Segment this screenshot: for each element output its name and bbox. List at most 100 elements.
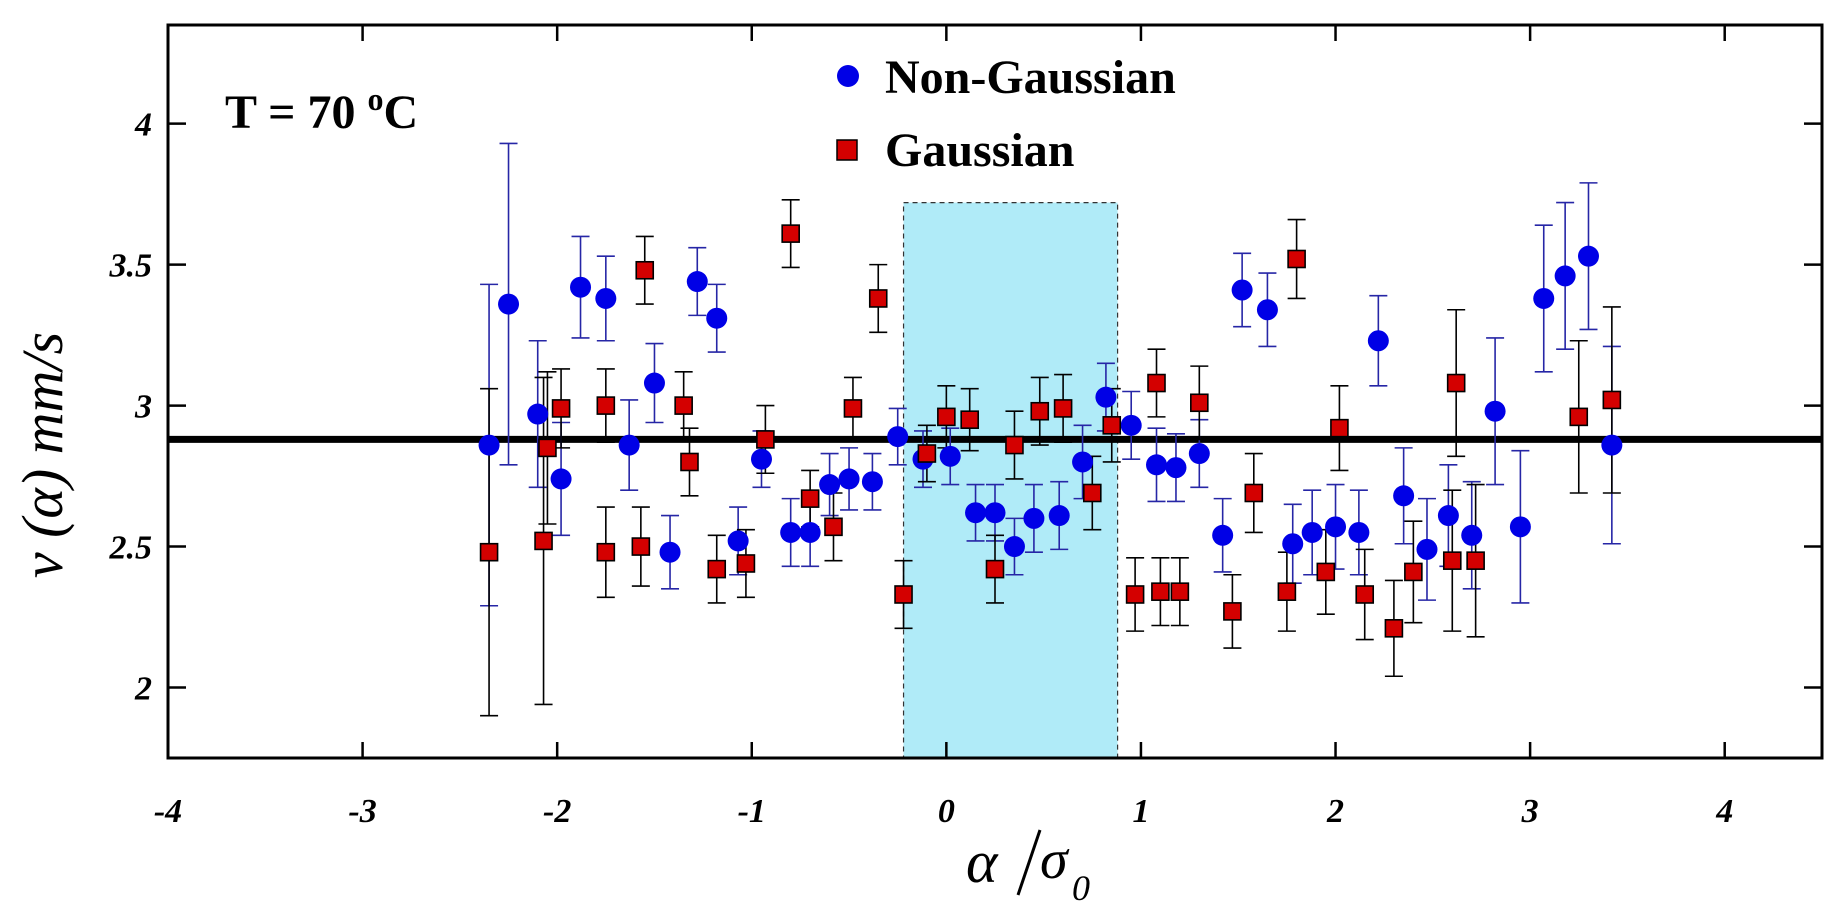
y-axis-title: v (α) mm/s xyxy=(10,332,75,578)
annotation-unit: C xyxy=(384,86,419,139)
point-gaussian xyxy=(756,430,775,449)
point-non-gaussian xyxy=(498,293,520,315)
x-tick-label: -2 xyxy=(543,793,571,830)
y-tick-label: 3 xyxy=(134,389,152,426)
point-gaussian xyxy=(1384,619,1404,638)
point-non-gaussian xyxy=(1146,454,1168,476)
shaded-region xyxy=(902,202,1119,759)
point-gaussian xyxy=(843,399,863,418)
point-non-gaussian xyxy=(1072,451,1094,473)
point-gaussian xyxy=(1082,483,1102,503)
point-non-gaussian xyxy=(1231,279,1253,301)
point-gaussian xyxy=(1404,562,1423,582)
legend-marker-gaussian xyxy=(836,139,858,161)
legend-label-non-gaussian: Non-Gaussian xyxy=(885,51,1176,104)
point-non-gaussian xyxy=(527,403,549,425)
x-tick-label: -4 xyxy=(154,793,182,830)
point-gaussian xyxy=(1005,435,1024,455)
point-non-gaussian xyxy=(706,307,728,329)
point-gaussian xyxy=(631,537,651,556)
point-non-gaussian xyxy=(750,448,772,470)
point-non-gaussian xyxy=(965,502,987,524)
point-gaussian xyxy=(894,585,913,604)
point-gaussian xyxy=(1244,483,1264,503)
point-gaussian xyxy=(635,260,655,280)
point-non-gaussian xyxy=(1120,414,1142,436)
point-non-gaussian xyxy=(1367,330,1389,352)
point-non-gaussian xyxy=(984,502,1006,524)
point-gaussian xyxy=(1151,582,1170,601)
point-non-gaussian xyxy=(1003,536,1025,558)
point-non-gaussian xyxy=(799,521,821,543)
plot-frame xyxy=(166,23,1824,760)
y-tick-label: 3.5 xyxy=(109,248,153,285)
point-gaussian xyxy=(1316,562,1336,582)
x-tick-labels: -4 -3 -2 -1 0 1 2 3 4 xyxy=(154,793,1733,830)
legend: Non-Gaussian Gaussian xyxy=(836,51,1176,177)
x-axis-title-slash xyxy=(1016,829,1042,896)
point-gaussian xyxy=(960,410,980,429)
point-non-gaussian xyxy=(1325,516,1347,538)
y-tick-labels: 2 2.5 3 3.5 4 xyxy=(109,107,153,708)
point-gaussian xyxy=(985,559,1005,579)
point-non-gaussian xyxy=(1601,434,1623,456)
point-non-gaussian xyxy=(1484,400,1506,422)
x-tick-label: -1 xyxy=(738,793,766,830)
y-tick-label: 4 xyxy=(134,107,152,144)
point-non-gaussian xyxy=(1554,265,1576,287)
point-gaussian xyxy=(1102,416,1122,435)
x-axis-title: α σ 0 xyxy=(966,829,1090,908)
point-gaussian xyxy=(1030,401,1050,421)
point-gaussian xyxy=(1170,582,1190,601)
point-non-gaussian xyxy=(727,530,749,552)
point-non-gaussian xyxy=(819,474,841,496)
point-gaussian xyxy=(1223,602,1242,621)
point-non-gaussian xyxy=(1023,507,1045,529)
point-gaussian xyxy=(868,289,888,308)
point-non-gaussian xyxy=(939,445,961,467)
point-gaussian xyxy=(1569,407,1589,427)
shaded-region-layer xyxy=(902,202,1119,759)
x-axis-title-subscript: 0 xyxy=(1072,868,1090,908)
point-non-gaussian xyxy=(1577,245,1599,267)
point-non-gaussian xyxy=(1282,533,1304,555)
point-gaussian xyxy=(1277,582,1297,601)
point-gaussian xyxy=(707,559,727,579)
point-gaussian xyxy=(1602,390,1622,410)
point-non-gaussian xyxy=(1509,516,1531,538)
x-tick-label: 2 xyxy=(1326,793,1344,830)
data-markers xyxy=(478,224,1623,638)
point-non-gaussian xyxy=(659,541,681,563)
x-tick-label: -3 xyxy=(348,793,376,830)
point-non-gaussian xyxy=(838,468,860,490)
point-gaussian xyxy=(1330,418,1349,438)
point-non-gaussian xyxy=(550,468,572,490)
point-gaussian xyxy=(1355,585,1375,604)
annotation-prefix: T = 70 xyxy=(225,86,368,139)
point-gaussian xyxy=(479,542,499,562)
point-gaussian xyxy=(1466,551,1485,570)
x-tick-label: 1 xyxy=(1132,793,1149,830)
point-non-gaussian xyxy=(618,434,640,456)
point-non-gaussian xyxy=(1188,443,1210,465)
point-non-gaussian xyxy=(478,434,500,456)
point-gaussian xyxy=(534,531,553,551)
x-tick-label: 3 xyxy=(1521,793,1539,830)
point-gaussian xyxy=(736,554,756,573)
point-gaussian xyxy=(1446,373,1466,393)
point-gaussian xyxy=(674,396,693,415)
point-gaussian xyxy=(917,444,937,463)
point-non-gaussian xyxy=(1048,505,1070,527)
point-non-gaussian xyxy=(887,426,909,448)
x-tick-label: 0 xyxy=(938,793,955,830)
point-non-gaussian xyxy=(1165,457,1187,479)
point-non-gaussian xyxy=(1533,287,1555,309)
point-non-gaussian xyxy=(1256,299,1278,321)
legend-marker-non-gaussian xyxy=(837,65,859,87)
point-non-gaussian xyxy=(570,276,592,298)
point-non-gaussian xyxy=(1095,386,1117,408)
point-gaussian xyxy=(1442,551,1462,570)
temperature-annotation: T = 70 oC xyxy=(225,81,418,139)
point-gaussian xyxy=(1190,393,1209,413)
